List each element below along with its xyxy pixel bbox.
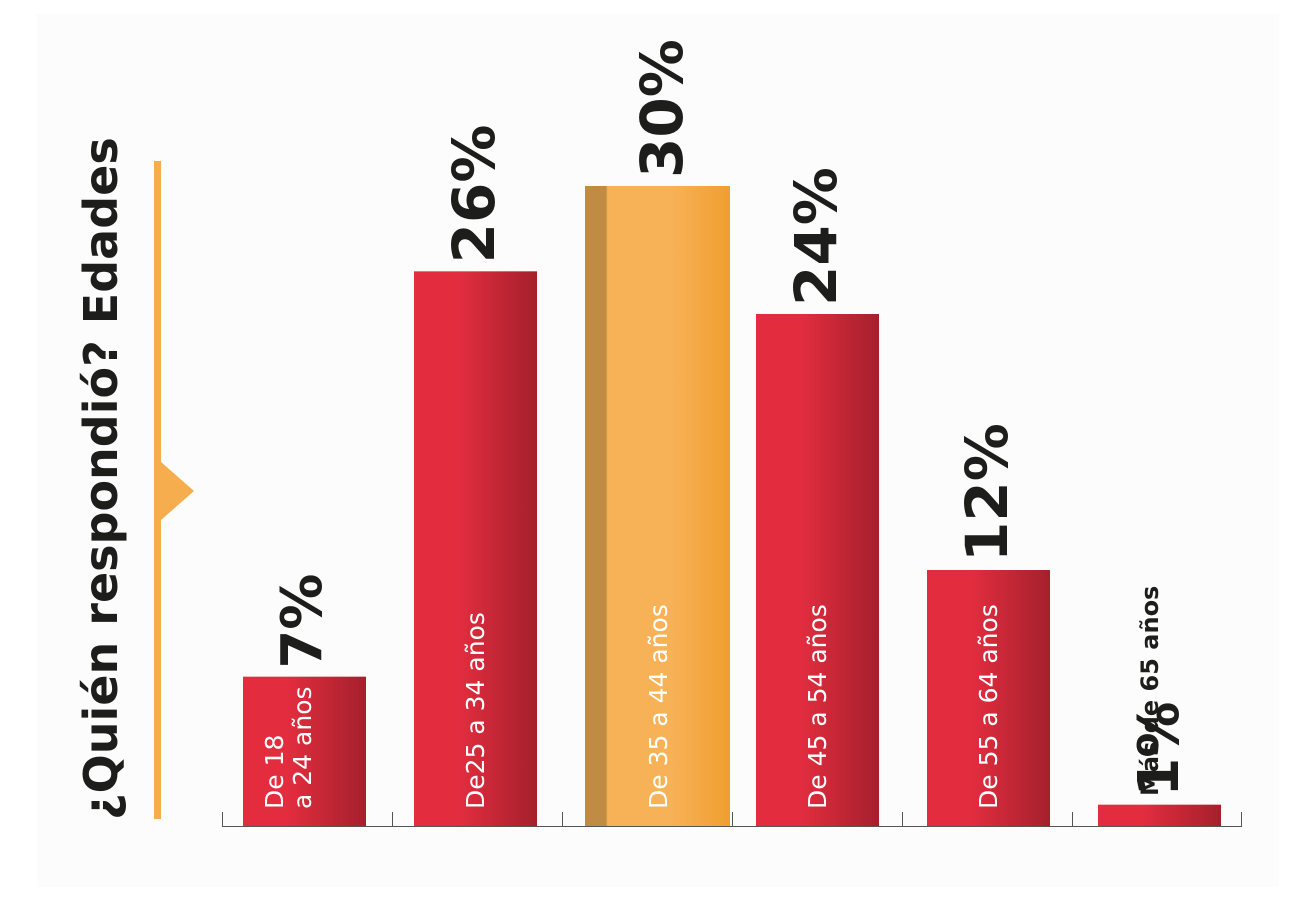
data-label: 24% [782, 167, 850, 306]
category-label-line: De 45 a 54 años [803, 604, 832, 809]
category-label-line: De 35 a 44 años [644, 604, 673, 809]
category-label-line: De 18 [260, 735, 289, 809]
data-label: 30% [628, 39, 696, 178]
category-label: De 18a 24 años [260, 686, 317, 809]
category-label: De25 a 34 años [461, 612, 490, 809]
category-label-line: De25 a 34 años [461, 612, 490, 809]
category-label: De 35 a 44 años [644, 604, 673, 809]
data-label: 26% [440, 125, 508, 264]
bar [585, 186, 730, 826]
category-label: De 45 a 54 años [803, 604, 832, 809]
data-label: 12% [953, 423, 1021, 562]
category-label-line: a 24 años [288, 686, 317, 809]
category-label: De 55 a 64 años [974, 604, 1003, 809]
category-label-line: Más de 65 años [1136, 586, 1164, 796]
data-label: 1% [1127, 702, 1192, 797]
accent-arrow-icon [161, 462, 194, 520]
bar [1098, 804, 1221, 826]
bar [927, 570, 1050, 826]
data-label: 7% [270, 574, 335, 669]
accent-line [154, 161, 161, 819]
bar [414, 271, 537, 826]
bar [243, 676, 366, 826]
category-label-line: De 55 a 64 años [974, 604, 1003, 809]
bar [756, 314, 879, 826]
category-label: Más de 65 años [1136, 586, 1164, 796]
